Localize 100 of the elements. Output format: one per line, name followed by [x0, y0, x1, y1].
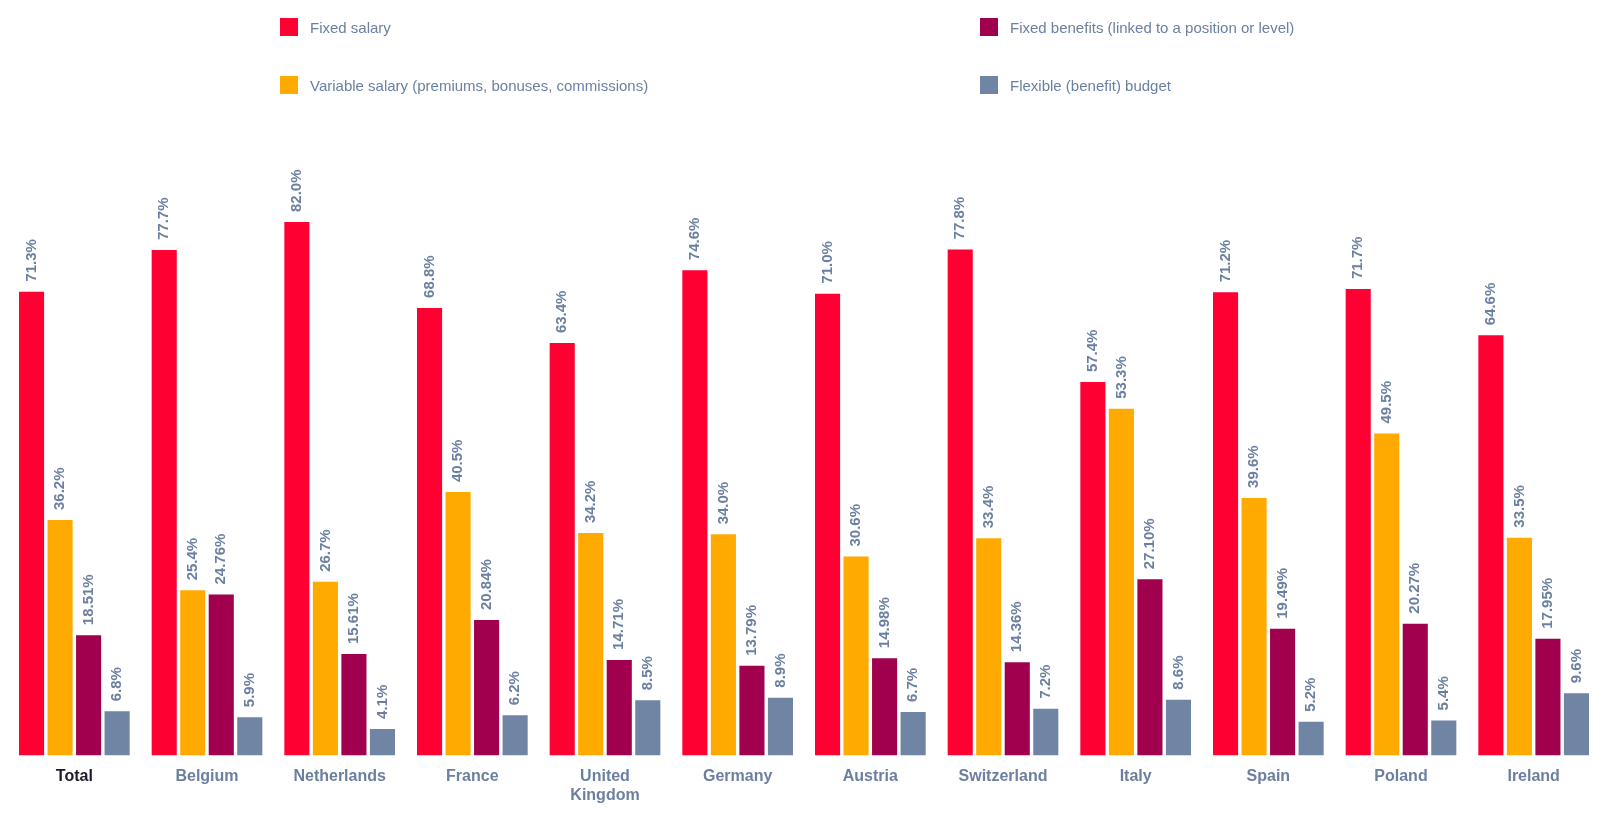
- data-label: 63.4%: [552, 290, 570, 334]
- data-label: 14.36%: [1007, 601, 1025, 653]
- data-label: 24.76%: [211, 533, 229, 585]
- x-tick-label: Germany: [702, 766, 773, 784]
- data-label: 68.8%: [419, 255, 437, 298]
- data-label: 13.79%: [742, 605, 760, 656]
- bar: [1137, 579, 1163, 756]
- data-label: 77.7%: [154, 197, 172, 241]
- data-label: 6.7%: [903, 667, 921, 703]
- data-label: 17.95%: [1538, 577, 1556, 629]
- bar: [606, 659, 632, 756]
- legend-label: Flexible (benefit) budget: [1010, 76, 1171, 94]
- legend-label: Fixed benefits (linked to a position or level): [1010, 18, 1295, 36]
- data-label: 71.7%: [1348, 236, 1366, 280]
- bar: [341, 654, 367, 756]
- x-tick-label: Ireland: [1507, 766, 1560, 784]
- bar: [19, 291, 45, 756]
- data-label: 34.0%: [713, 481, 731, 525]
- bar: [1080, 382, 1106, 756]
- data-label: 53.3%: [1111, 356, 1129, 399]
- data-label: 19.49%: [1272, 567, 1290, 619]
- bar: [502, 715, 528, 756]
- x-tick-label: Total: [55, 766, 93, 784]
- bar: [474, 620, 500, 756]
- legend-label: Variable salary (premiums, bonuses, commissions): [310, 76, 649, 94]
- x-tick-label: Switzerland: [958, 766, 1048, 784]
- data-label: 14.98%: [874, 597, 892, 649]
- x-tick-label: United Kingdom: [570, 766, 640, 803]
- data-label: 5.9%: [239, 673, 257, 708]
- bar: [1108, 408, 1134, 756]
- x-tick-label: Italy: [1119, 766, 1152, 784]
- data-label: 20.27%: [1405, 562, 1423, 614]
- data-label: 5.4%: [1433, 676, 1451, 711]
- data-label: 33.5%: [1509, 485, 1527, 528]
- bar: [1298, 721, 1324, 756]
- bar: [151, 250, 177, 756]
- data-label: 27.10%: [1140, 518, 1158, 570]
- data-label: 7.2%: [1035, 664, 1053, 699]
- bar: [1213, 292, 1239, 756]
- bar: [47, 520, 73, 756]
- bar: [312, 581, 338, 756]
- bar: [900, 712, 926, 756]
- legend-label: Fixed salary: [310, 18, 391, 36]
- data-label: 49.5%: [1376, 380, 1394, 424]
- bar: [1402, 623, 1428, 756]
- data-label: 77.8%: [950, 196, 968, 240]
- x-tick-label: Spain: [1246, 766, 1291, 784]
- bar: [284, 222, 310, 756]
- bar: [1270, 628, 1296, 756]
- data-label: 25.4%: [182, 537, 200, 581]
- bar: [180, 590, 206, 756]
- bar: [104, 711, 130, 756]
- data-label: 40.5%: [448, 439, 466, 483]
- bar: [815, 293, 841, 756]
- data-label: 74.6%: [685, 217, 703, 261]
- x-tick-label: France: [446, 766, 499, 784]
- data-label: 6.2%: [505, 671, 523, 706]
- data-label: 39.6%: [1244, 445, 1262, 488]
- bar: [237, 717, 263, 756]
- x-tick-label: Belgium: [175, 766, 239, 784]
- data-label: 8.6%: [1168, 655, 1186, 690]
- data-label: 71.2%: [1215, 239, 1233, 283]
- data-label: 64.6%: [1481, 282, 1499, 326]
- bar: [1004, 662, 1030, 756]
- bar: [1478, 335, 1504, 756]
- data-label: 82.0%: [287, 169, 305, 213]
- data-label: 33.4%: [978, 485, 996, 529]
- bar: [976, 538, 1002, 756]
- bar: [767, 697, 793, 756]
- data-label: 4.1%: [372, 684, 390, 719]
- bar: [1563, 693, 1589, 756]
- data-label: 15.61%: [344, 593, 362, 645]
- bar: [1535, 638, 1561, 756]
- data-label: 8.5%: [637, 656, 655, 691]
- data-label: 9.6%: [1566, 648, 1584, 684]
- bar: [1241, 497, 1267, 756]
- bar: [208, 594, 234, 756]
- bar: [369, 728, 395, 756]
- bar: [872, 658, 898, 756]
- data-label: 71.3%: [21, 239, 39, 282]
- data-label: 34.2%: [580, 480, 598, 524]
- bar: [682, 270, 708, 756]
- x-tick-label: Austria: [842, 766, 898, 784]
- bar: [445, 492, 471, 756]
- data-label: 71.0%: [817, 241, 835, 284]
- bar: [843, 556, 869, 756]
- bar: [1165, 699, 1191, 756]
- bar: [710, 534, 736, 756]
- bar: [635, 700, 661, 756]
- data-label: 26.7%: [315, 529, 333, 572]
- data-label: 5.2%: [1301, 677, 1319, 712]
- bar: [417, 307, 443, 756]
- data-label: 6.8%: [107, 667, 125, 702]
- bar: [76, 635, 102, 756]
- bar: [1374, 433, 1400, 756]
- bar: [1345, 289, 1371, 756]
- bar: [1431, 720, 1457, 756]
- bar: [1506, 537, 1532, 756]
- bar: [549, 343, 575, 756]
- bar: [739, 665, 765, 756]
